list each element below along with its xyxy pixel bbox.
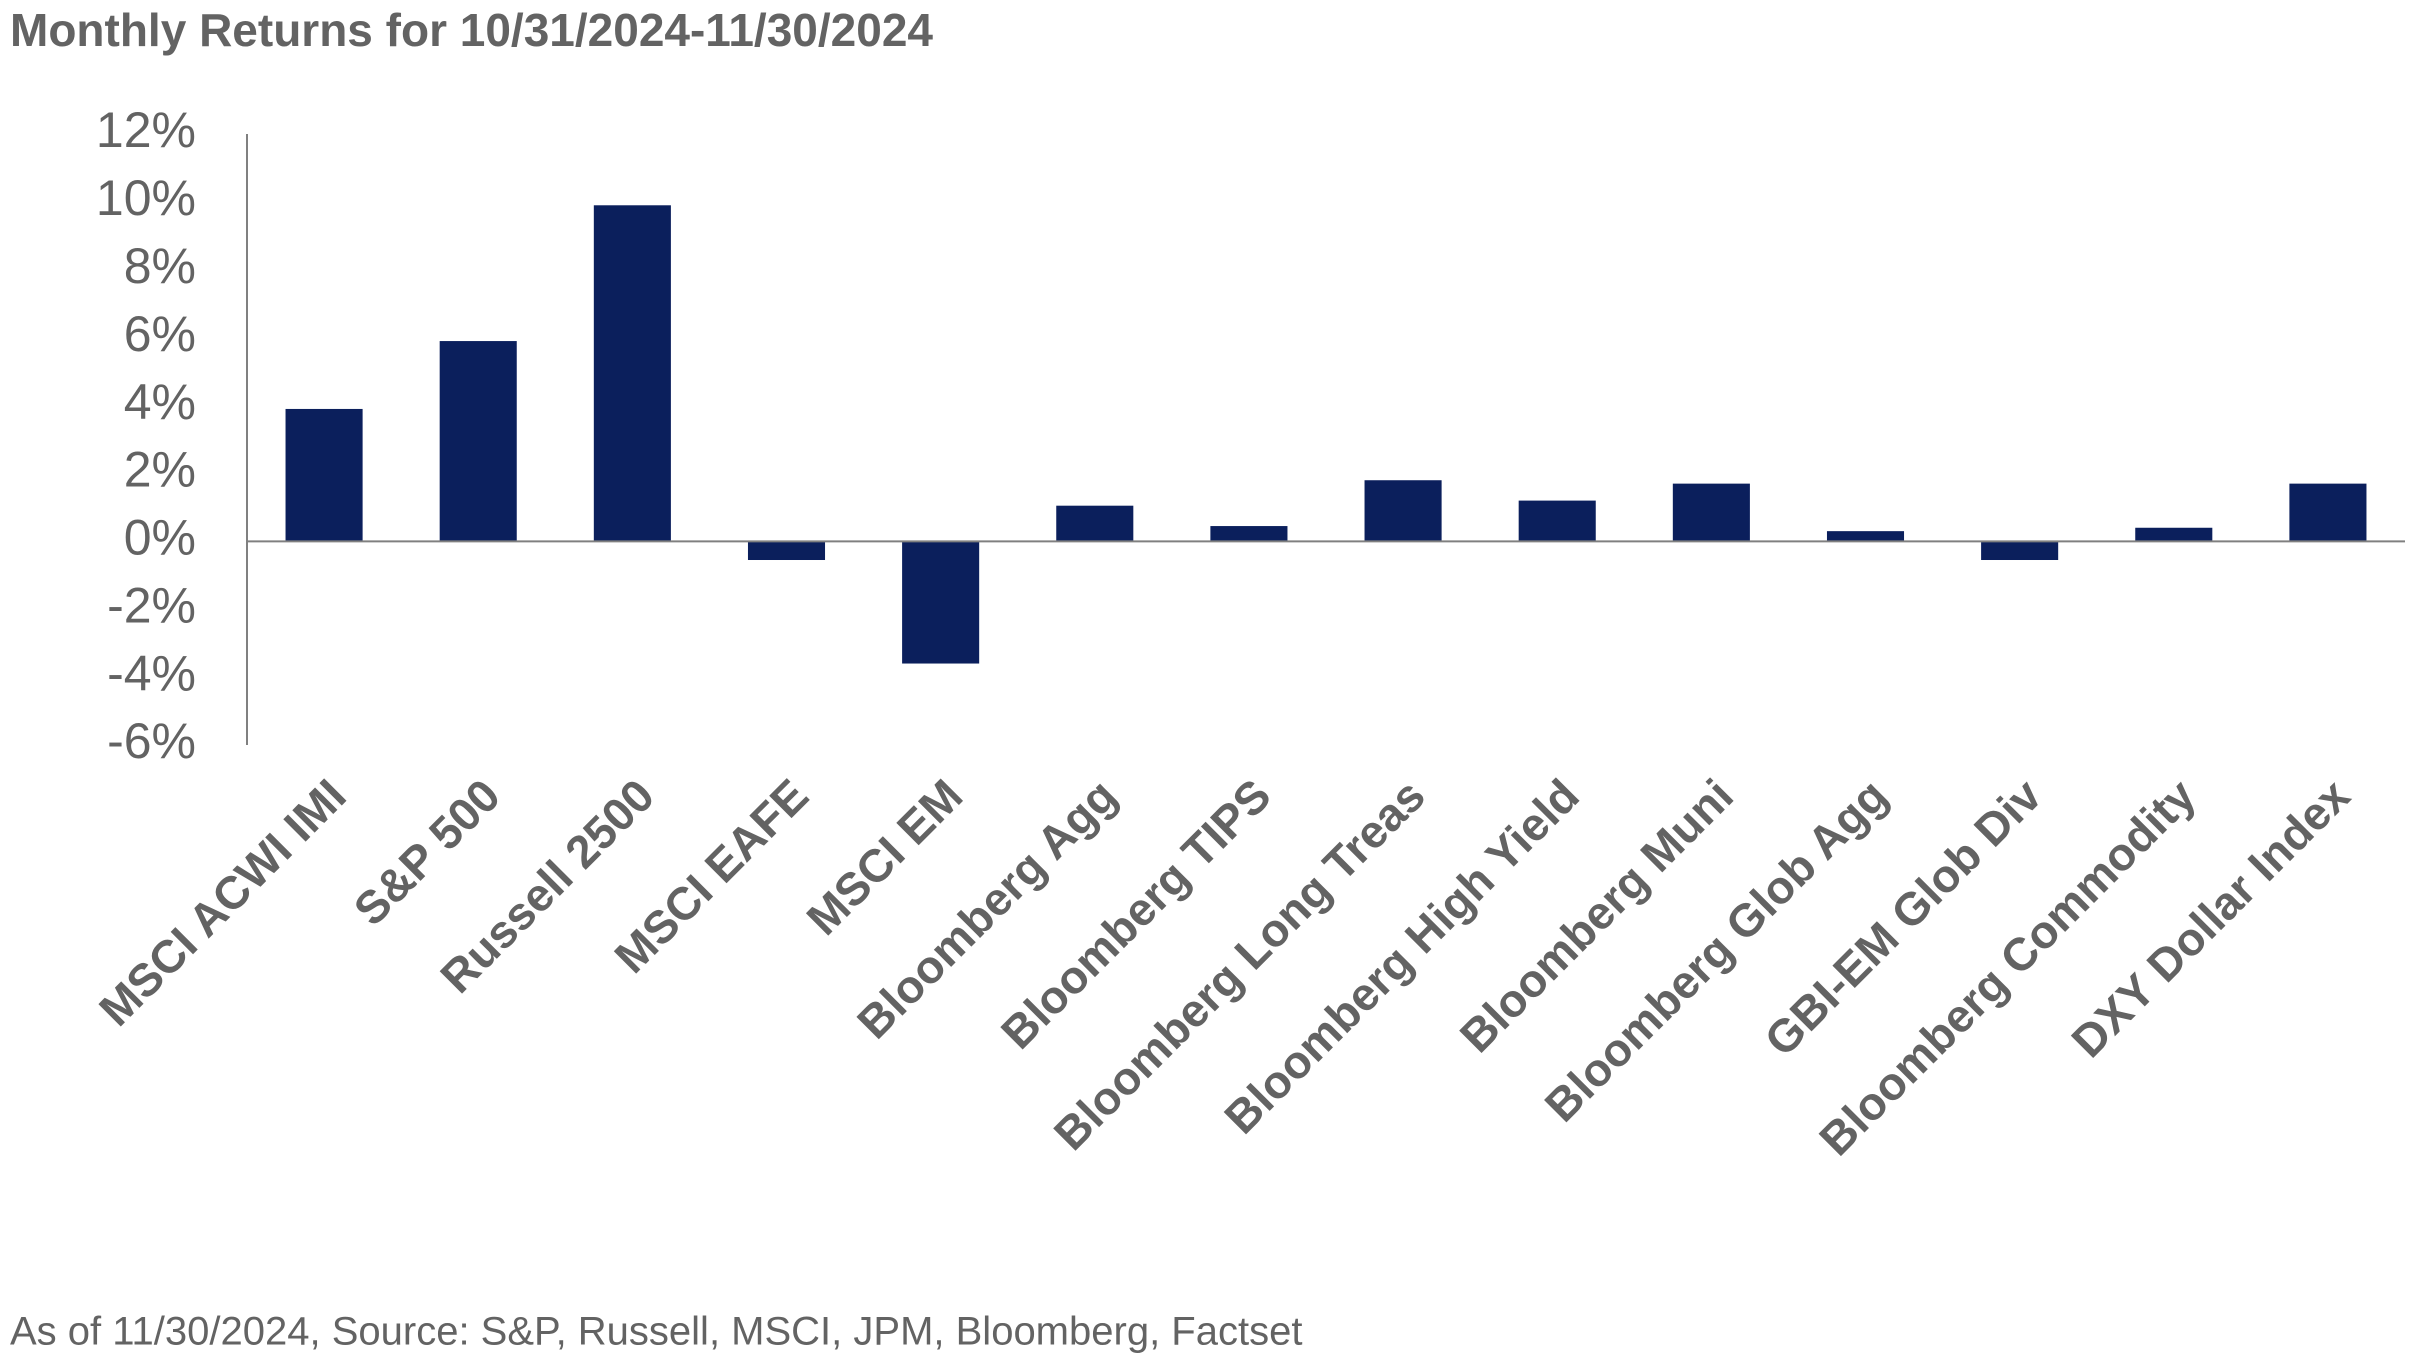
bar — [285, 408, 363, 542]
chart-title: Monthly Returns for 10/31/2024-11/30/202… — [10, 4, 933, 56]
x-tick-label: Bloomberg TIPS — [991, 769, 1281, 1059]
bar — [1672, 483, 1750, 542]
bar — [1210, 526, 1288, 542]
x-tick-label: Bloomberg Agg — [847, 769, 1127, 1049]
bar — [439, 341, 517, 542]
y-tick-label: 4% — [124, 374, 196, 430]
bar — [902, 541, 980, 664]
x-tick-label: GBI-EM Glob Div — [1754, 769, 2051, 1066]
bar — [1518, 500, 1596, 542]
y-tick-label: 6% — [124, 306, 196, 362]
bar — [2135, 527, 2213, 542]
bar — [1981, 541, 2059, 561]
x-tick-label: MSCI ACWI IMI — [89, 769, 356, 1036]
bar — [2289, 483, 2367, 542]
bar — [1056, 505, 1134, 542]
y-tick-label: 10% — [96, 170, 196, 226]
bar — [747, 541, 826, 561]
y-tick-label: 8% — [124, 238, 196, 294]
y-tick-label: 12% — [96, 102, 196, 158]
bar — [1364, 480, 1442, 542]
y-tick-label: 2% — [124, 442, 196, 498]
bar — [1826, 531, 1905, 542]
y-tick-label: 0% — [124, 510, 196, 566]
x-tick-label: DXY Dollar Index — [2061, 769, 2360, 1068]
x-tick-label: Bloomberg Muni — [1450, 769, 1743, 1062]
bar — [593, 205, 671, 542]
y-tick-label: -4% — [107, 645, 196, 701]
y-tick-label: -2% — [107, 577, 196, 633]
footnote: As of 11/30/2024, Source: S&P, Russell, … — [10, 1310, 1302, 1354]
y-tick-label: -6% — [107, 713, 196, 769]
